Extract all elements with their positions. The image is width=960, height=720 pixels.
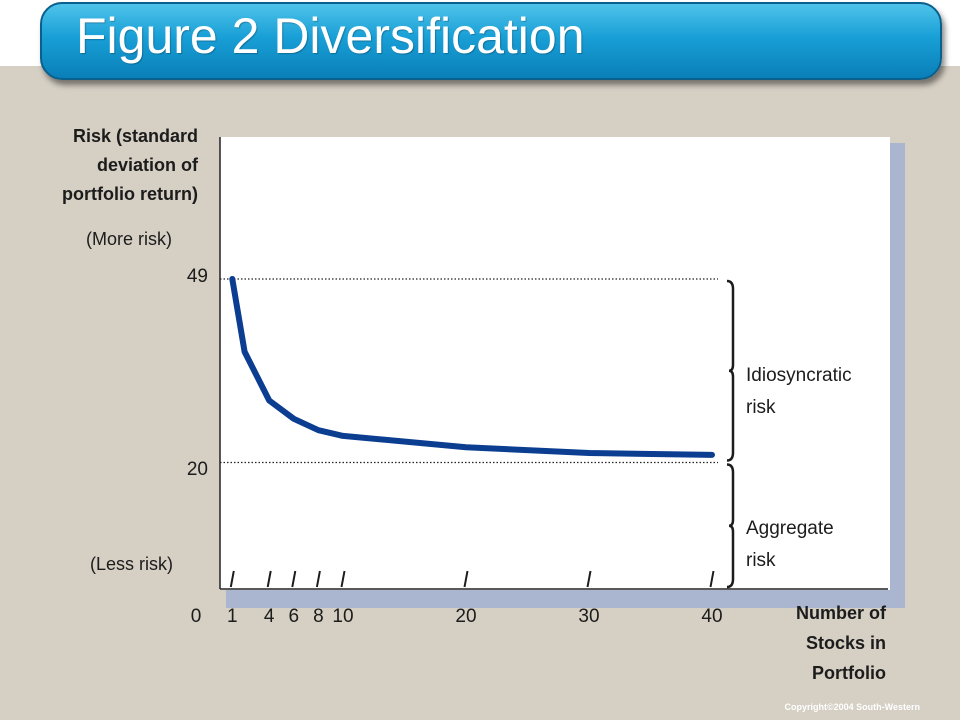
x-tick-label: 8 [313,606,324,627]
x-tick-label: 0 [190,606,202,627]
page-title: Figure 2 Diversification [76,8,585,64]
x-tick-mark [340,570,346,588]
x-tick-mark [229,570,235,588]
annotation-line: risk [746,550,776,571]
x-tick-label: 10 [332,606,354,627]
y-tick-label: 49 [186,266,208,287]
x-tick-mark [291,570,297,588]
title-banner [40,2,942,80]
aggregate-risk-label: Aggregate risk [746,513,834,577]
x-tick-mark [586,570,592,588]
y-axis-label-line: deviation of [96,155,198,175]
y-axis-label-line: Risk (standard [72,126,198,146]
less-risk-label: (Less risk) [90,554,174,574]
x-tick-label: 30 [578,606,600,627]
copyright-text: Copyright©2004 South-Western [784,702,920,712]
x-tick-label: 1 [227,606,238,627]
annotation-line: Idiosyncratic [746,365,852,386]
plot-area [220,137,890,590]
x-tick-mark [463,570,469,588]
x-tick-label: 6 [288,606,300,627]
x-tick-label: 40 [701,606,723,627]
y-axis-label: Risk (standard deviation of portfolio re… [0,122,198,209]
x-tick-mark [266,570,272,588]
y-axis-label-line: portfolio return) [62,184,198,204]
x-tick-mark [315,570,321,588]
more-risk-label: (More risk) [86,229,172,249]
y-tick-label: 20 [186,459,208,480]
annotation-line: Aggregate [746,518,834,539]
x-tick-mark [709,570,715,588]
idiosyncratic-risk-label: Idiosyncratic risk [746,360,852,424]
x-tick-label: 20 [455,606,477,627]
idiosyncratic-bracket [726,279,735,462]
aggregate-bracket [726,463,735,589]
annotation-line: risk [746,397,776,418]
risk-curve [229,276,715,458]
x-axis-label-line: Number of [796,603,886,623]
x-axis-label-line: Portfolio [812,663,886,683]
x-tick-label: 4 [263,606,275,627]
x-axis-label: Number of Stocks in Portfolio [740,598,886,688]
x-axis-label-line: Stocks in [805,633,886,653]
